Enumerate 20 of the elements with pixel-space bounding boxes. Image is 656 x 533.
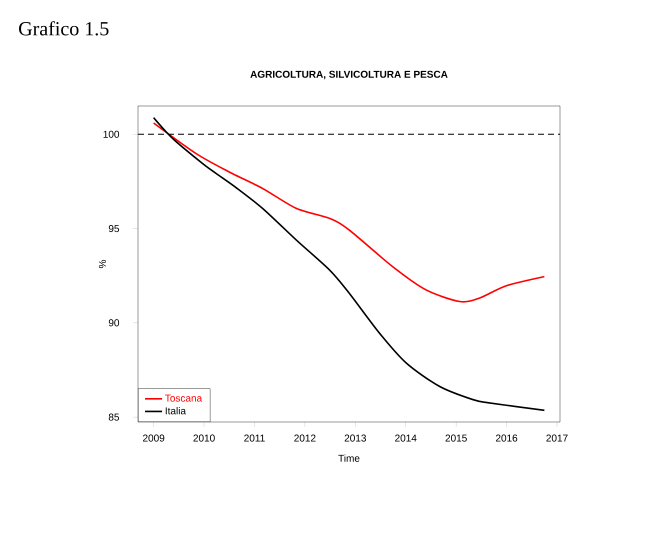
x-tick-label: 2009 xyxy=(143,434,164,442)
chart-title: AGRICOLTURA, SILVICOLTURA E PESCA xyxy=(250,70,448,80)
x-tick-label: 2011 xyxy=(244,434,265,442)
y-tick-label: 95 xyxy=(108,225,120,232)
y-tick-label: 100 xyxy=(104,130,120,138)
line-series xyxy=(152,122,546,303)
x-tick-label: 2013 xyxy=(344,434,366,442)
x-axis-title: Time xyxy=(338,454,360,462)
x-tick-label: 2017 xyxy=(546,434,568,442)
legend-label: Toscana xyxy=(165,394,202,402)
text: Grafico 1.5 xyxy=(19,21,108,36)
y-tick-label: 90 xyxy=(108,319,120,326)
y-axis-title: % xyxy=(98,260,106,268)
x-tick-label: 2016 xyxy=(496,434,518,442)
x-tick-label: 2015 xyxy=(446,434,467,442)
legend-label: Italia xyxy=(166,407,186,414)
x-tick-label: 2010 xyxy=(193,434,215,442)
x-tick-label: 2014 xyxy=(395,434,417,442)
y-tick-label: 85 xyxy=(108,414,120,421)
x-tick-label: 2012 xyxy=(294,434,316,442)
